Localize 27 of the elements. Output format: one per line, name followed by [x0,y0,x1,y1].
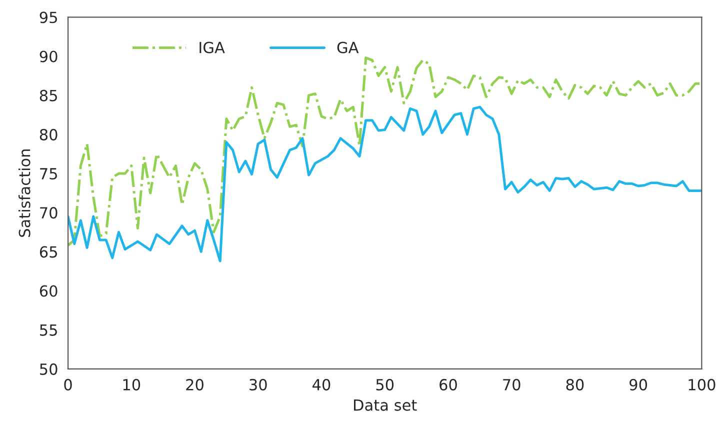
x-tick-label: 100 [688,378,716,390]
y-tick-label: 75 [40,168,57,180]
legend-label: GA [337,42,359,54]
x-tick-label: 40 [312,378,330,390]
y-tick-label: 50 [40,363,58,375]
y-tick-label: 85 [40,90,57,102]
y-axis-title: Satisfaction [18,150,30,237]
y-tick-label: 55 [40,324,57,336]
x-tick-label: 10 [123,378,140,390]
x-tick-label: 50 [376,378,394,390]
y-tick-label: 60 [40,285,58,297]
x-tick-label: 0 [64,378,72,390]
y-tick-label: 65 [40,246,57,258]
x-tick-label: 60 [440,378,457,390]
line-series [68,56,702,247]
x-tick-label: 70 [503,378,520,390]
x-tick-label: 20 [186,378,204,390]
line-series [68,106,702,262]
x-axis-title: Data set [354,399,417,411]
y-tick-label: 95 [40,12,57,24]
y-tick-label: 70 [40,207,58,219]
x-tick-label: 30 [250,378,267,390]
y-tick-label: 90 [40,50,58,62]
x-tick-label: 80 [566,378,584,390]
x-tick-label: 90 [630,378,648,390]
y-tick-label: 80 [40,128,58,140]
legend-label: IGA [200,42,225,54]
